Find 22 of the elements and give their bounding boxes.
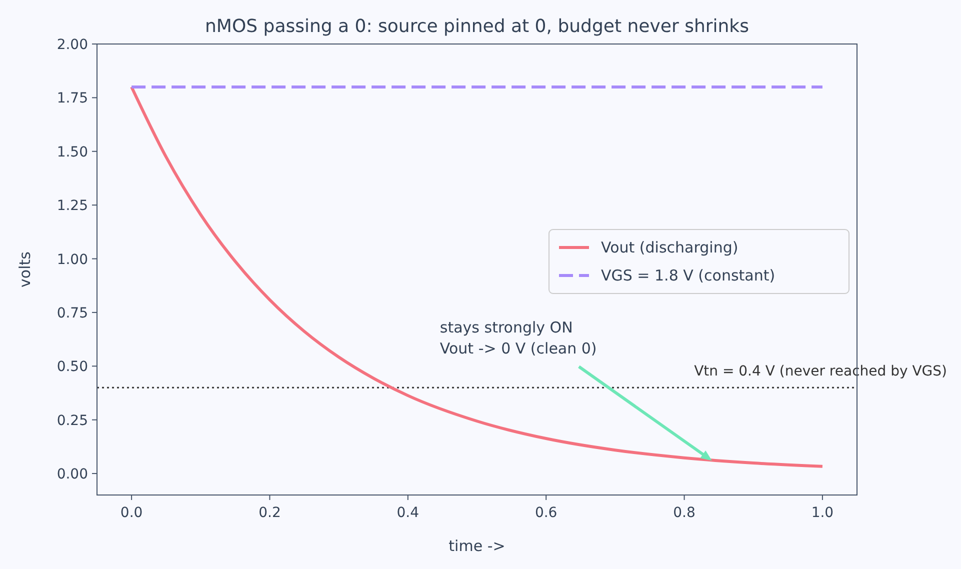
x-tick-label: 1.0 xyxy=(811,505,834,521)
x-axis-title: time -> xyxy=(448,537,506,555)
x-tick-label: 0.8 xyxy=(673,505,696,521)
y-tick-label: 1.75 xyxy=(56,90,88,107)
line-series xyxy=(130,85,824,468)
y-tick-label: 0.75 xyxy=(56,305,88,322)
chart-title: nMOS passing a 0: source pinned at 0, budget never shrinks xyxy=(205,16,749,37)
x-tick-label: 0.2 xyxy=(258,505,281,521)
legend-label: Vout (discharging) xyxy=(601,238,738,256)
y-tick-label: 0.50 xyxy=(56,359,88,376)
y-tick-label: 1.00 xyxy=(56,252,88,268)
y-tick-label: 2.00 xyxy=(56,37,88,53)
legend-label: VGS = 1.8 V (constant) xyxy=(601,266,776,284)
y-tick-label: 1.50 xyxy=(56,144,88,160)
y-tick-label: 0.00 xyxy=(56,466,88,483)
annotation: stays strongly ON Vout -> 0 V (clean 0) xyxy=(440,318,597,358)
x-tick-label: 0.4 xyxy=(396,505,420,521)
y-axis-title: volts xyxy=(16,251,34,288)
y-tick-label: 1.25 xyxy=(56,198,88,214)
x-tick-label: 0.6 xyxy=(534,505,558,521)
x-tick-label: 0.0 xyxy=(120,505,143,521)
y-tick-label: 0.25 xyxy=(56,412,88,429)
